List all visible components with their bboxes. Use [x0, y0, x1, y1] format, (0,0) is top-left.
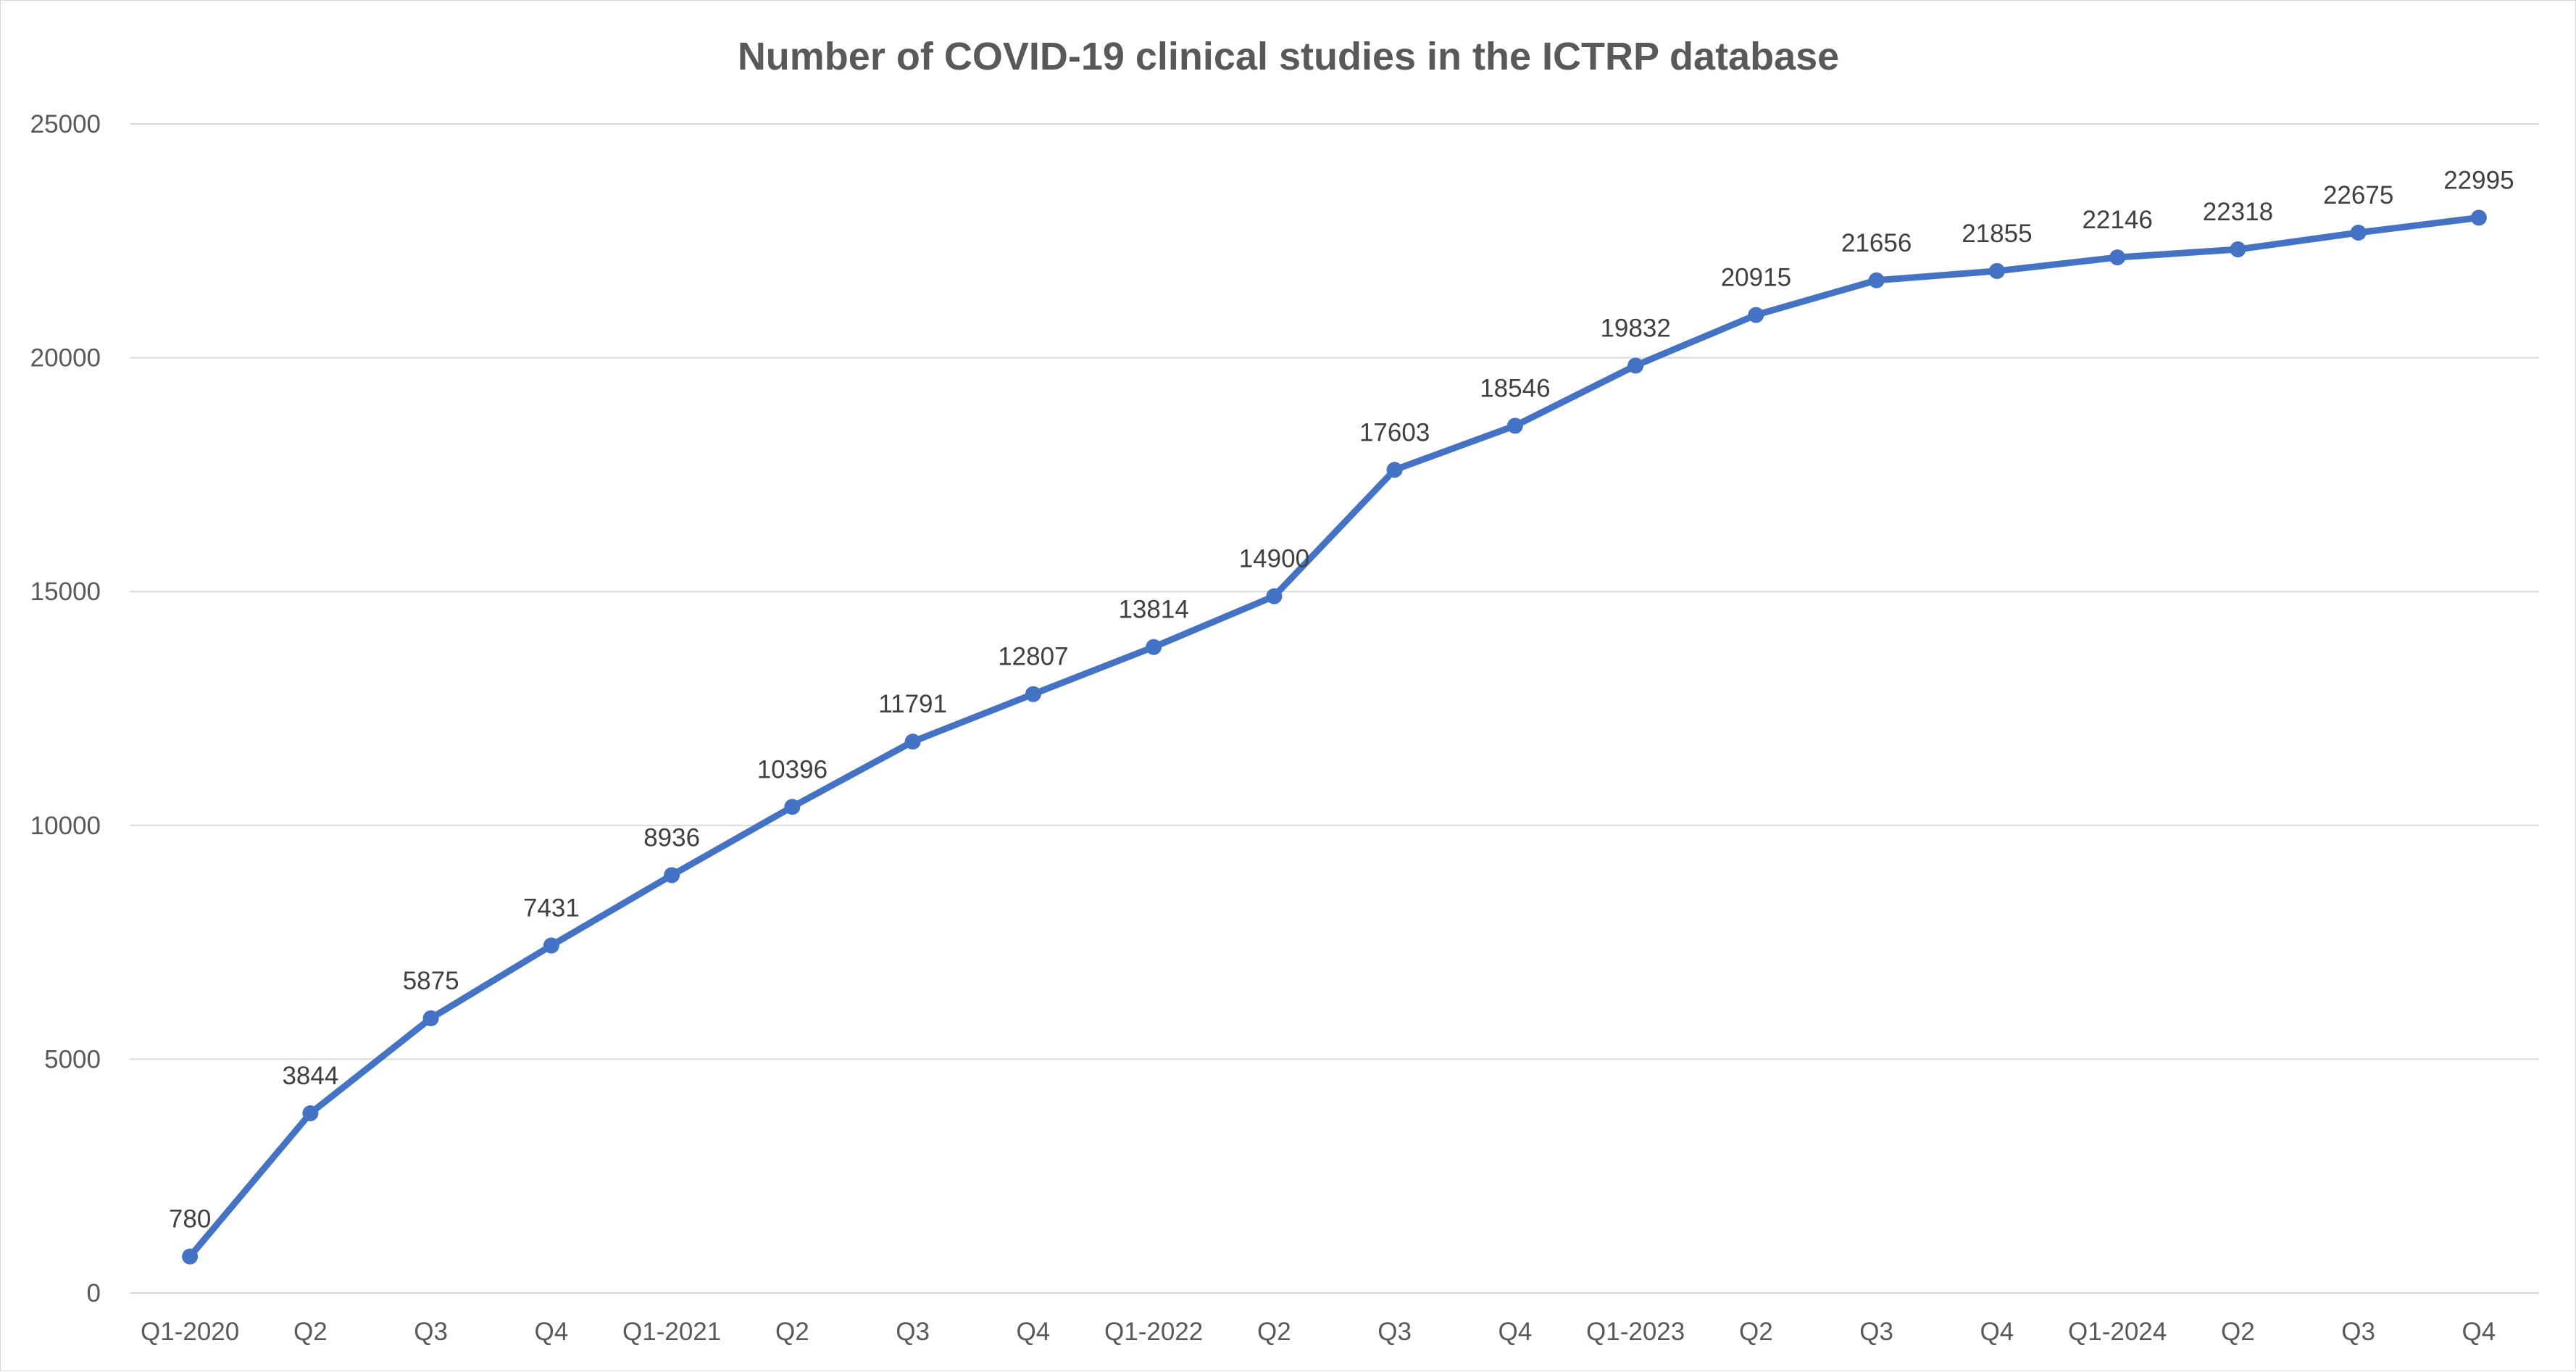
data-label: 14900: [1239, 545, 1309, 573]
data-label: 18546: [1480, 374, 1550, 402]
x-tick-label: Q4: [2462, 1318, 2496, 1346]
y-tick-label: 25000: [30, 110, 101, 138]
x-tick-label: Q1-2023: [1586, 1318, 1685, 1346]
data-point: [422, 1010, 439, 1026]
data-label: 8936: [643, 823, 700, 852]
series-layer: [182, 209, 2487, 1265]
data-point: [1146, 639, 1162, 655]
x-tick-label: Q2: [1739, 1318, 1773, 1346]
data-label: 11791: [878, 690, 947, 718]
series-line: [186, 214, 2483, 1260]
x-tick-label: Q2: [2221, 1318, 2255, 1346]
y-axis-tick-labels: 0 5000 10000 15000 20000 25000: [30, 110, 101, 1307]
x-tick-label: Q1-2022: [1104, 1318, 1203, 1346]
data-point: [2350, 225, 2367, 241]
data-label: 21656: [1841, 229, 1912, 257]
data-labels: 780 3844 5875 7431 8936 10396 11791 12807 13814 1…: [169, 166, 2514, 1233]
x-tick-label: Q1-2021: [622, 1318, 721, 1346]
data-label: 3844: [282, 1062, 338, 1090]
data-label: 22675: [2323, 181, 2393, 209]
data-point: [543, 937, 559, 954]
x-tick-label: Q1-2020: [141, 1318, 239, 1346]
data-point: [2109, 249, 2126, 266]
y-tick-label: 10000: [30, 812, 101, 840]
x-tick-label: Q2: [293, 1318, 328, 1346]
data-point: [2470, 209, 2487, 226]
data-label: 19832: [1600, 314, 1670, 342]
data-label: 780: [169, 1205, 211, 1234]
y-tick-label: 20000: [30, 344, 101, 373]
data-point: [1748, 307, 1764, 323]
x-tick-label: Q4: [535, 1318, 569, 1346]
x-axis-tick-labels: Q1-2020 Q2 Q3 Q4 Q1-2021 Q2 Q3 Q4 Q1-2022 Q2 Q3 Q4 Q…: [141, 1318, 2496, 1346]
data-point: [784, 799, 801, 815]
x-tick-label: Q2: [1257, 1318, 1291, 1346]
data-point: [1266, 588, 1283, 604]
chart-title: Number of COVID-19 clinical studies in t…: [738, 35, 1839, 78]
x-tick-label: Q3: [896, 1318, 930, 1346]
x-tick-label: Q3: [2341, 1318, 2375, 1346]
x-tick-label: Q3: [414, 1318, 448, 1346]
data-point: [182, 1248, 199, 1265]
data-point: [1386, 462, 1403, 478]
data-label: 20915: [1721, 264, 1791, 292]
x-tick-label: Q3: [1859, 1318, 1893, 1346]
data-point: [904, 733, 921, 750]
x-tick-label: Q1-2024: [2068, 1318, 2167, 1346]
data-point: [1506, 417, 1523, 434]
data-label: 21855: [1962, 220, 2032, 248]
data-label: 22995: [2443, 166, 2514, 194]
x-tick-label: Q4: [1980, 1318, 2014, 1346]
y-tick-label: 15000: [30, 578, 101, 606]
data-point: [302, 1105, 319, 1121]
data-label: 10396: [757, 755, 828, 783]
data-point: [1988, 262, 2005, 279]
y-tick-label: 0: [87, 1279, 101, 1307]
x-tick-label: Q4: [1017, 1318, 1051, 1346]
x-tick-label: Q4: [1499, 1318, 1533, 1346]
gridlines: [130, 123, 2539, 1294]
data-label: 7431: [523, 894, 580, 923]
data-point: [1868, 272, 1885, 288]
data-point: [1025, 686, 1041, 702]
x-tick-label: Q2: [775, 1318, 809, 1346]
x-tick-label: Q3: [1377, 1318, 1412, 1346]
data-label: 12807: [998, 643, 1068, 671]
data-point: [1627, 357, 1644, 374]
data-point: [2230, 241, 2246, 258]
data-label: 13814: [1118, 596, 1188, 624]
y-tick-label: 5000: [44, 1045, 101, 1073]
data-label: 5875: [403, 967, 459, 995]
data-point: [664, 867, 680, 884]
data-label: 22318: [2203, 198, 2273, 226]
data-label: 17603: [1359, 418, 1430, 446]
data-label: 22146: [2082, 206, 2152, 234]
